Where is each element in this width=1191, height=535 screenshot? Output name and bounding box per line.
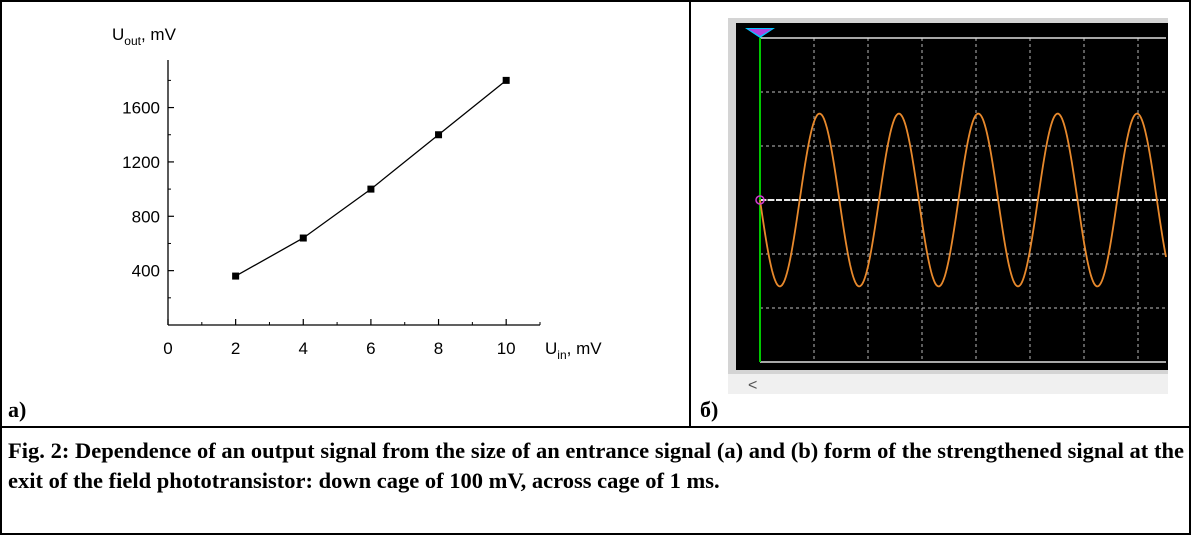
panel-b: < б) (690, 0, 1191, 427)
data-point (232, 272, 240, 280)
y-tick-label: 1600 (122, 99, 160, 118)
x-tick-label: 4 (299, 339, 308, 358)
figure-caption: Fig. 2: Dependence of an output signal f… (8, 438, 1184, 493)
series-line (235, 79, 507, 277)
chart-a-series (235, 79, 507, 277)
data-point (367, 185, 375, 193)
x-tick-label: 10 (497, 339, 516, 358)
chart-a-x-ticks: 0 2 4 6 8 10 (163, 319, 541, 358)
data-point (435, 131, 443, 139)
y-label-main: U (112, 25, 124, 44)
data-point (502, 76, 510, 84)
x-label-unit: , mV (567, 339, 603, 358)
x-tick-label: 8 (434, 339, 443, 358)
chart-a-y-ticks: 400 800 1200 1600 (122, 79, 174, 299)
panel-b-label: б) (700, 397, 719, 422)
x-label-main: U (545, 339, 557, 358)
scope-screen (736, 23, 1168, 370)
y-tick-label: 400 (132, 262, 160, 281)
y-tick-label: 800 (132, 207, 160, 226)
chart-a-x-axis-label: Uin, mV (545, 339, 602, 362)
panel-a-label: а) (8, 397, 27, 422)
x-tick-label: 6 (366, 339, 375, 358)
scrollbar-left-arrow[interactable]: < (748, 377, 757, 394)
y-label-unit: , mV (141, 25, 177, 44)
scope-channel-marker[interactable] (755, 195, 765, 205)
x-tick-label: 2 (231, 339, 240, 358)
trigger-marker[interactable] (745, 28, 775, 38)
x-label-sub: in (557, 348, 566, 362)
x-tick-label: 0 (163, 339, 172, 358)
chart-a-axes (167, 60, 540, 326)
scope-trace (759, 112, 1167, 288)
y-tick-label: 1200 (122, 153, 160, 172)
y-label-sub: out (124, 34, 141, 48)
oscilloscope: < (728, 18, 1168, 394)
chart-a-y-axis-label: Uout, mV (112, 25, 177, 48)
data-point (299, 234, 307, 242)
scope-scrollbar[interactable] (736, 376, 1168, 392)
chart-a-points (232, 76, 510, 280)
panel-a: 400 800 1200 1600 0 2 4 6 8 10 Uout, mV Uin, mV … (0, 0, 690, 427)
